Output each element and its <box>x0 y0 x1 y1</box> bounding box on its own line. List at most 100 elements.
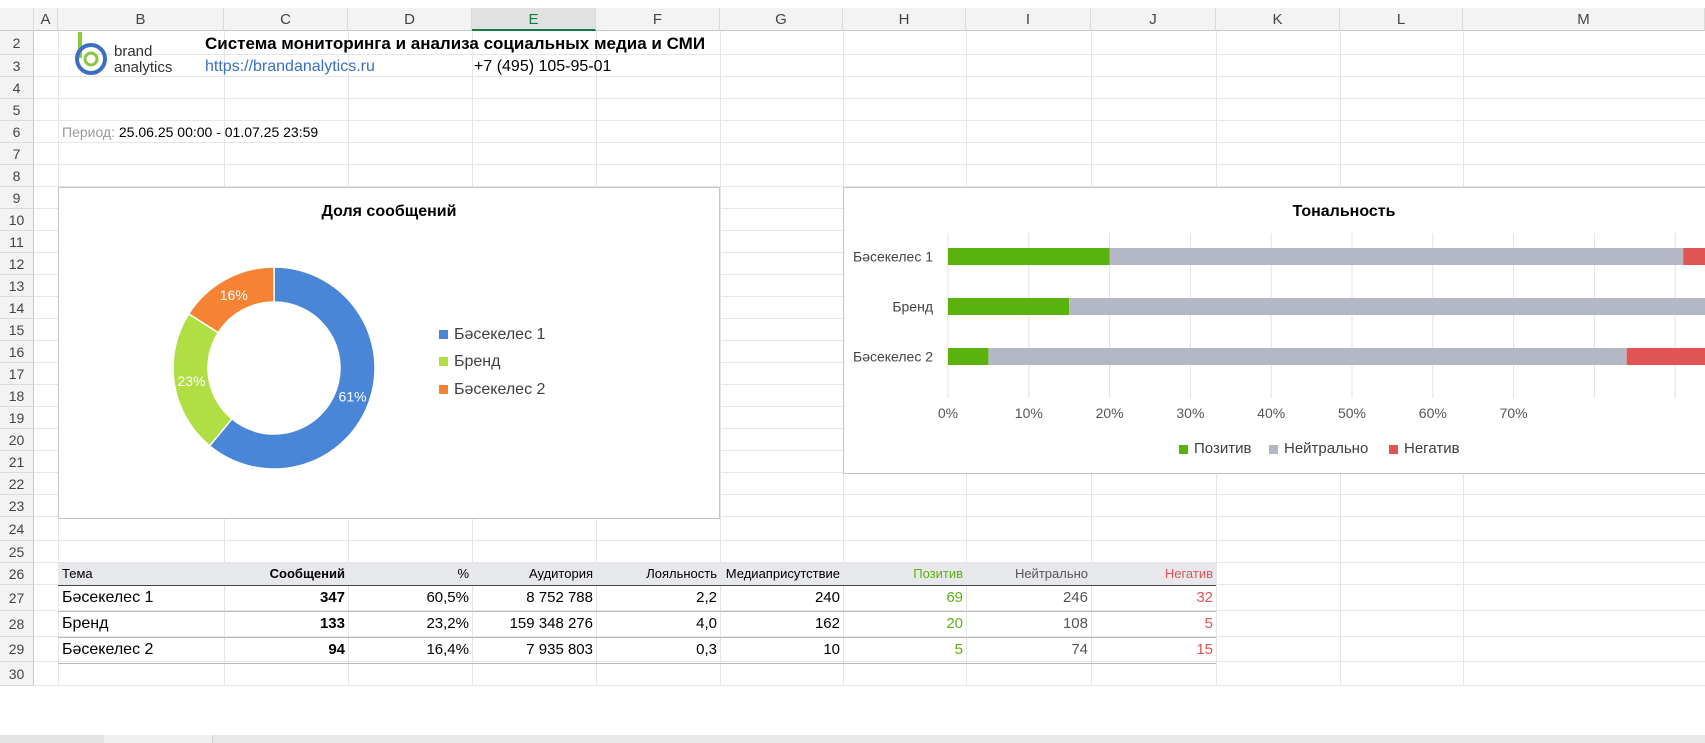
table-cell-topic[interactable]: Бәсекелес 1 <box>62 589 154 606</box>
column-header-e[interactable]: E <box>472 8 596 31</box>
select-all-corner[interactable] <box>0 8 34 31</box>
table-cell-positive[interactable]: 69 <box>946 589 963 606</box>
legend-swatch <box>1269 444 1278 454</box>
table-cell-messages[interactable]: 133 <box>319 615 345 632</box>
table-cell-neutral[interactable]: 246 <box>1062 589 1088 606</box>
table-cell-topic[interactable]: Бренд <box>62 615 109 632</box>
bar-segment[interactable] <box>1683 248 1705 265</box>
row-header-23[interactable]: 23 <box>0 495 34 517</box>
row-header-28[interactable]: 28 <box>0 611 34 637</box>
logo-mark-icon <box>75 32 107 75</box>
column-header-d[interactable]: D <box>348 8 472 31</box>
table-cell-percent[interactable]: 16,4% <box>426 641 469 658</box>
row-header-18[interactable]: 18 <box>0 385 34 407</box>
table-cell-percent[interactable]: 23,2% <box>426 615 469 632</box>
share-of-messages-chart[interactable]: Доля сообщений 61% 23% 16% Бәсекелес 1 Бре… <box>58 187 720 519</box>
row-header-3[interactable]: 3 <box>0 55 34 77</box>
column-header-c[interactable]: C <box>224 8 348 31</box>
row-gridline <box>34 610 1705 611</box>
row-header-7[interactable]: 7 <box>0 143 34 165</box>
row-header-11[interactable]: 11 <box>0 231 34 253</box>
row-header-5[interactable]: 5 <box>0 99 34 121</box>
x-tick-label: 0% <box>938 405 958 421</box>
bar-segment[interactable] <box>948 248 1110 265</box>
bar-segment[interactable] <box>948 348 989 365</box>
table-cell-messages[interactable]: 94 <box>328 641 345 658</box>
table-header-messages: Сообщений <box>269 566 345 581</box>
bar-segment[interactable] <box>988 348 1627 365</box>
row-header-17[interactable]: 17 <box>0 363 34 385</box>
row-gridline <box>34 98 1705 99</box>
bar-segment[interactable] <box>1069 298 1705 315</box>
row-header-19[interactable]: 19 <box>0 407 34 429</box>
table-cell-audience[interactable]: 159 348 276 <box>509 615 593 632</box>
row-header-15[interactable]: 15 <box>0 319 34 341</box>
x-tick-label: 60% <box>1419 405 1447 421</box>
row-header-10[interactable]: 10 <box>0 209 34 231</box>
column-header-a[interactable]: A <box>34 8 58 31</box>
column-header-j[interactable]: J <box>1091 8 1216 31</box>
table-cell-audience[interactable]: 8 752 788 <box>526 589 593 606</box>
row-header-16[interactable]: 16 <box>0 341 34 363</box>
legend-item-negative: Негатив <box>1389 440 1460 457</box>
table-cell-negative[interactable]: 15 <box>1196 641 1213 658</box>
table-cell-neutral[interactable]: 74 <box>1071 641 1088 658</box>
column-header-i[interactable]: I <box>966 8 1091 31</box>
bar-segment[interactable] <box>1626 348 1705 365</box>
phone-number: +7 (495) 105-95-01 <box>474 58 612 75</box>
column-header-h[interactable]: H <box>843 8 966 31</box>
donut-slice[interactable] <box>208 266 376 470</box>
legend-swatch <box>439 330 448 340</box>
sentiment-chart[interactable]: Тональность 0% 10% 20% 30% 40% 50% 60% 70% Бәсек… <box>843 187 1705 474</box>
row-header-30[interactable]: 30 <box>0 662 34 686</box>
row-header-14[interactable]: 14 <box>0 297 34 319</box>
table-cell-neutral[interactable]: 108 <box>1062 615 1088 632</box>
row-header-4[interactable]: 4 <box>0 77 34 99</box>
legend-item-competitor-2: Бәсекелес 2 <box>439 381 545 399</box>
row-header-13[interactable]: 13 <box>0 275 34 297</box>
row-header-27[interactable]: 27 <box>0 585 34 611</box>
row-header-25[interactable]: 25 <box>0 541 34 563</box>
website-link[interactable]: https://brandanalytics.ru <box>205 58 375 75</box>
row-header-26[interactable]: 26 <box>0 563 34 585</box>
bar-segment[interactable] <box>948 298 1070 315</box>
row-header-24[interactable]: 24 <box>0 517 34 541</box>
row-header-12[interactable]: 12 <box>0 253 34 275</box>
column-header-l[interactable]: L <box>1340 8 1463 31</box>
table-row-divider <box>58 637 1216 638</box>
table-cell-messages[interactable]: 347 <box>319 589 345 606</box>
horizontal-scrollbar[interactable] <box>212 735 1705 743</box>
donut-data-label: 23% <box>178 373 206 389</box>
bar-segment[interactable] <box>1109 248 1684 265</box>
table-cell-topic[interactable]: Бәсекелес 2 <box>62 641 154 658</box>
table-cell-negative[interactable]: 5 <box>1204 615 1213 632</box>
table-cell-percent[interactable]: 60,5% <box>426 589 469 606</box>
table-cell-media-presence[interactable]: 240 <box>814 589 840 606</box>
table-cell-loyalty[interactable]: 2,2 <box>696 589 717 606</box>
table-header-percent: % <box>457 566 469 581</box>
table-cell-audience[interactable]: 7 935 803 <box>526 641 593 658</box>
row-header-8[interactable]: 8 <box>0 165 34 187</box>
column-header-f[interactable]: F <box>596 8 720 31</box>
table-cell-negative[interactable]: 32 <box>1196 589 1213 606</box>
row-header-9[interactable]: 9 <box>0 187 34 209</box>
column-header-m[interactable]: M <box>1463 8 1705 31</box>
row-header-6[interactable]: 6 <box>0 121 34 143</box>
column-header-k[interactable]: K <box>1216 8 1340 31</box>
table-cell-media-presence[interactable]: 10 <box>823 641 840 658</box>
row-header-22[interactable]: 22 <box>0 473 34 495</box>
table-header-media-presence: Медиаприсутствие <box>725 566 840 581</box>
table-cell-loyalty[interactable]: 4,0 <box>696 615 717 632</box>
table-cell-positive[interactable]: 20 <box>946 615 963 632</box>
row-header-20[interactable]: 20 <box>0 429 34 451</box>
column-header-b[interactable]: B <box>58 8 224 31</box>
table-cell-loyalty[interactable]: 0,3 <box>696 641 717 658</box>
row-header-29[interactable]: 29 <box>0 637 34 662</box>
donut-slice[interactable] <box>187 266 275 334</box>
sheet-nav-area[interactable] <box>0 735 104 743</box>
table-cell-positive[interactable]: 5 <box>954 641 963 658</box>
table-cell-media-presence[interactable]: 162 <box>814 615 840 632</box>
column-header-g[interactable]: G <box>720 8 843 31</box>
row-header-2[interactable]: 2 <box>0 31 34 55</box>
row-header-21[interactable]: 21 <box>0 451 34 473</box>
